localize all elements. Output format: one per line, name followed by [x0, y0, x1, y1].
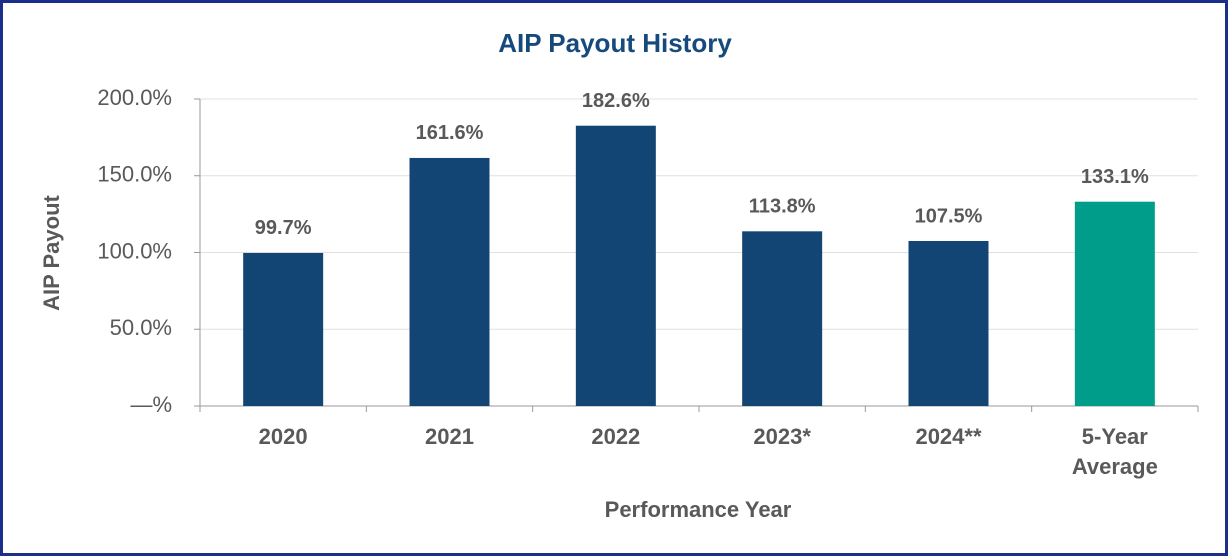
x-tick-label: 2024**: [915, 424, 982, 449]
value-label: 113.8%: [749, 196, 816, 218]
chart: AIP Payout History AIP Payout Performanc…: [39, 28, 1199, 522]
x-tick-label: 2023*: [753, 424, 811, 449]
x-tick-label: 5-Year Average: [1071, 424, 1158, 479]
value-label: 182.6%: [582, 90, 650, 112]
y-tick-label: 50.0%: [110, 315, 172, 340]
bar: [908, 240, 989, 406]
bar: [243, 252, 324, 406]
value-label: 161.6%: [416, 122, 484, 144]
x-tick-label: 2021: [425, 424, 474, 449]
bar: [575, 125, 656, 407]
value-label: 99.7%: [255, 217, 312, 239]
bar: [409, 157, 490, 406]
chart-title: AIP Payout History: [498, 28, 732, 58]
y-axis-title: AIP Payout: [39, 194, 64, 310]
y-tick-label: 100.0%: [97, 238, 172, 263]
y-tick-label: 200.0%: [97, 85, 172, 110]
bar: [1074, 201, 1155, 406]
x-axis-title: Performance Year: [605, 497, 792, 522]
x-tick-label: 2022: [591, 424, 641, 449]
y-tick-label: —%: [130, 392, 172, 417]
y-tick-label: 150.0%: [97, 162, 172, 187]
value-label: 107.5%: [915, 205, 983, 227]
x-tick-label: 2020: [258, 424, 308, 449]
bar: [742, 231, 823, 406]
value-label: 133.1%: [1081, 166, 1149, 188]
